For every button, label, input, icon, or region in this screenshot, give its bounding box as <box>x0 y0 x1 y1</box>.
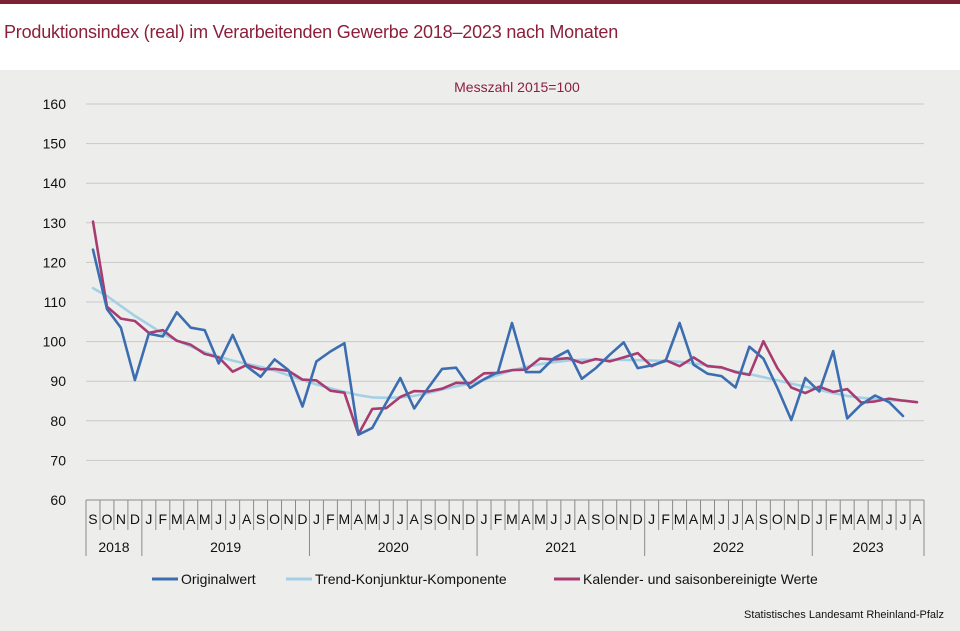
month-label: A <box>521 511 531 527</box>
month-label: J <box>732 511 739 527</box>
y-tick-label: 60 <box>50 492 66 508</box>
month-label: J <box>900 511 907 527</box>
month-label: J <box>550 511 557 527</box>
grid-layer <box>86 103 924 501</box>
legend-label: Kalender- und saisonbereinigte Werte <box>583 571 818 587</box>
legend-label: Originalwert <box>181 571 256 587</box>
month-label: O <box>437 511 448 527</box>
month-label: O <box>772 511 783 527</box>
month-label: A <box>410 511 420 527</box>
label-layer: Messzahl 2015=100 60 70 80 90 100 110 120 130 140… <box>43 79 923 555</box>
month-label: J <box>313 511 320 527</box>
year-label: 2020 <box>378 539 409 555</box>
month-label: D <box>633 511 643 527</box>
y-tick-label: 150 <box>43 136 67 152</box>
month-label: M <box>841 511 853 527</box>
month-label: M <box>366 511 378 527</box>
month-label: D <box>800 511 810 527</box>
month-label: D <box>130 511 140 527</box>
y-tick-label: 130 <box>43 215 67 231</box>
source-note: Statistisches Landesamt Rheinland-Pfalz <box>744 609 944 621</box>
month-label: F <box>326 511 335 527</box>
month-label: M <box>506 511 518 527</box>
y-tick-label: 110 <box>44 294 67 310</box>
month-label: J <box>648 511 655 527</box>
month-label: A <box>354 511 364 527</box>
month-label: N <box>283 511 293 527</box>
month-label: S <box>256 511 265 527</box>
y-tick-label: 120 <box>43 254 67 270</box>
month-label: A <box>912 511 922 527</box>
y-tick-label: 100 <box>43 334 67 350</box>
year-label: 2021 <box>545 539 576 555</box>
month-label: S <box>88 511 97 527</box>
month-label: A <box>242 511 252 527</box>
month-label: F <box>494 511 503 527</box>
month-label: N <box>116 511 126 527</box>
month-label: J <box>145 511 152 527</box>
month-label: N <box>786 511 796 527</box>
y-tick-label: 80 <box>50 413 66 429</box>
series-layer <box>91 220 919 437</box>
y-tick-label: 90 <box>50 373 66 389</box>
month-label: J <box>886 511 893 527</box>
year-label: 2018 <box>98 539 129 555</box>
year-label: 2022 <box>713 539 744 555</box>
chart-panel <box>0 70 960 631</box>
series-line-1 <box>91 248 905 437</box>
axis-layer <box>85 499 925 556</box>
month-label: J <box>481 511 488 527</box>
month-label: A <box>577 511 587 527</box>
month-label: S <box>591 511 600 527</box>
month-label: S <box>424 511 433 527</box>
month-label: A <box>689 511 699 527</box>
month-label: N <box>451 511 461 527</box>
month-label: J <box>215 511 222 527</box>
month-label: N <box>619 511 629 527</box>
month-label: F <box>159 511 168 527</box>
month-label: M <box>869 511 881 527</box>
month-label: J <box>383 511 390 527</box>
month-label: O <box>604 511 615 527</box>
month-label: J <box>564 511 571 527</box>
legend-label: Trend-Konjunktur-Komponente <box>315 571 507 587</box>
month-label: S <box>759 511 768 527</box>
month-label: A <box>745 511 755 527</box>
month-label: F <box>661 511 670 527</box>
y-tick-label: 160 <box>43 96 67 112</box>
month-label: M <box>339 511 351 527</box>
year-label: 2023 <box>853 539 884 555</box>
series-line-3 <box>91 220 919 436</box>
month-label: O <box>102 511 113 527</box>
month-label: M <box>534 511 546 527</box>
month-label: M <box>199 511 211 527</box>
month-label: D <box>297 511 307 527</box>
y-tick-label: 140 <box>43 175 67 191</box>
month-label: F <box>829 511 838 527</box>
month-label: D <box>465 511 475 527</box>
top-accent-bar <box>0 0 960 4</box>
y-tick-label: 70 <box>50 452 66 468</box>
month-label: A <box>856 511 866 527</box>
month-label: O <box>269 511 280 527</box>
chart-subtitle: Messzahl 2015=100 <box>454 79 580 95</box>
series-line-2 <box>91 286 905 403</box>
month-label: J <box>397 511 404 527</box>
month-label: J <box>816 511 823 527</box>
page-title: Produktionsindex (real) im Verarbeitende… <box>4 22 619 42</box>
month-label: M <box>674 511 686 527</box>
month-label: J <box>229 511 236 527</box>
month-label: A <box>186 511 196 527</box>
month-label: M <box>702 511 714 527</box>
legend: Originalwert Trend-Konjunktur-Komponente K… <box>152 571 818 587</box>
year-label: 2019 <box>210 539 241 555</box>
month-label: M <box>171 511 183 527</box>
month-label: J <box>718 511 725 527</box>
